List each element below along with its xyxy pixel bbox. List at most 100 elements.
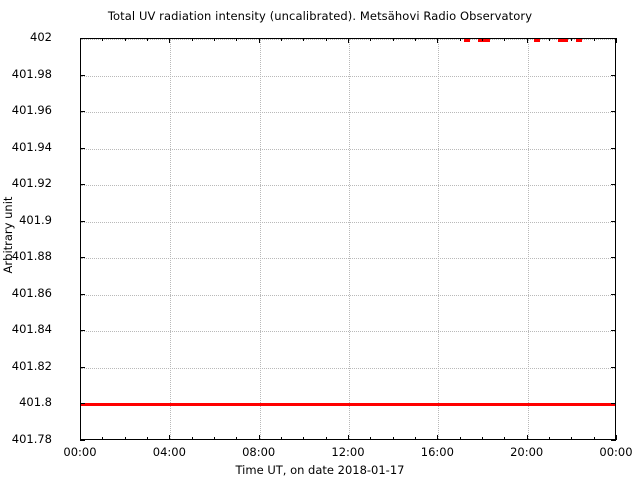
gridlines: [81, 39, 615, 439]
y-axis-tick: [80, 74, 85, 76]
x-axis-tick: [258, 435, 260, 440]
clipped-data-marker: [477, 39, 484, 42]
y-axis-tick-label: 401.82: [11, 358, 52, 373]
y-axis-tick: [611, 257, 616, 259]
y-axis-tick-label: 401.86: [11, 285, 52, 300]
y-axis-tick: [611, 111, 616, 113]
x-axis-minor-tick: [593, 437, 595, 440]
x-axis-tick: [616, 38, 617, 43]
gridline-horizontal: [81, 294, 615, 296]
x-axis-tick: [258, 38, 260, 43]
x-axis-tick: [80, 38, 81, 43]
x-axis-minor-tick: [147, 38, 148, 41]
x-axis-minor-tick: [124, 38, 126, 41]
gridline-vertical: [170, 39, 172, 439]
x-axis-minor-tick: [303, 437, 305, 440]
x-axis-minor-tick: [482, 437, 483, 440]
x-axis-tick: [348, 38, 349, 43]
x-axis-minor-tick: [571, 38, 573, 41]
x-axis-minor-tick: [482, 38, 483, 41]
clipped-data-marker: [558, 39, 565, 42]
gridline-horizontal: [81, 148, 615, 150]
y-axis-tick: [611, 403, 616, 405]
gridline-vertical: [527, 39, 529, 439]
y-axis-tick: [80, 38, 85, 39]
y-axis-tick: [611, 147, 616, 149]
clipped-data-marker: [484, 39, 491, 42]
y-axis-tick: [80, 330, 85, 332]
x-axis-minor-tick: [236, 38, 238, 41]
x-axis-minor-tick: [102, 38, 104, 41]
x-axis-minor-tick: [459, 437, 461, 440]
y-axis-tick-label: 401.94: [11, 139, 52, 154]
y-axis-tick: [80, 293, 85, 295]
y-axis-tick: [611, 440, 616, 441]
x-axis-tick: [437, 38, 439, 43]
x-axis-minor-tick: [325, 437, 327, 440]
x-axis-minor-tick: [549, 437, 550, 440]
gridline-horizontal: [81, 221, 615, 223]
y-axis-tick: [611, 38, 616, 39]
x-axis-tick: [526, 435, 528, 440]
y-axis-tick-label: 401.78: [11, 432, 52, 446]
gridline-vertical: [259, 39, 261, 439]
clipped-data-marker: [561, 39, 568, 42]
y-axis-tick: [80, 366, 85, 368]
y-axis-tick: [611, 330, 616, 332]
x-axis-minor-tick: [281, 437, 282, 440]
x-axis-minor-tick: [214, 38, 215, 41]
x-axis-minor-tick: [392, 437, 394, 440]
y-axis-tick-label: 401.84: [11, 322, 52, 337]
y-axis-tick-label: 401.92: [11, 176, 52, 191]
y-axis-tick: [611, 220, 616, 222]
plot-area: [80, 38, 616, 440]
y-axis-tick: [80, 111, 85, 113]
x-axis-minor-tick: [102, 437, 104, 440]
y-axis-tick-label: 401.8: [19, 395, 52, 410]
gridline-horizontal: [81, 75, 615, 77]
y-axis-tick-label: 401.9: [19, 212, 52, 227]
y-axis-tick: [611, 293, 616, 295]
x-axis-minor-tick: [214, 437, 215, 440]
x-axis-minor-tick: [191, 38, 193, 41]
gridline-horizontal: [81, 112, 615, 114]
chart-title: Total UV radiation intensity (uncalibrat…: [107, 9, 533, 23]
x-axis-minor-tick: [191, 437, 193, 440]
x-axis-minor-tick: [392, 38, 394, 41]
x-axis-tick-label: 12:00: [331, 445, 365, 459]
x-axis-minor-tick: [549, 38, 550, 41]
x-axis-minor-tick: [281, 38, 282, 41]
y-axis-tick-label: 402: [30, 30, 52, 44]
x-axis-minor-tick: [415, 38, 416, 41]
x-axis-minor-tick: [236, 437, 238, 440]
y-axis-tick: [80, 403, 85, 405]
x-axis-minor-tick: [593, 38, 595, 41]
x-axis-tick-label: 16:00: [420, 445, 454, 459]
gridline-vertical: [438, 39, 440, 439]
y-axis-title: Arbitrary unit: [1, 196, 15, 274]
y-axis-tick: [80, 257, 85, 259]
x-axis-tick-label: 00:00: [599, 445, 633, 459]
x-axis-tick-label: 08:00: [242, 445, 276, 459]
x-axis-tick: [169, 435, 171, 440]
x-axis-tick: [526, 38, 528, 43]
y-axis-tick: [80, 184, 85, 186]
x-axis-minor-tick: [124, 437, 126, 440]
x-axis-minor-tick: [370, 38, 372, 41]
y-axis-tick-label: 401.88: [11, 249, 52, 264]
x-axis-minor-tick: [504, 38, 506, 41]
x-axis-tick-label: 04:00: [152, 445, 186, 459]
x-axis-minor-tick: [504, 437, 506, 440]
clipped-data-marker: [533, 39, 540, 42]
x-axis-minor-tick: [415, 437, 416, 440]
x-axis-tick: [348, 435, 349, 440]
x-axis-tick: [169, 38, 171, 43]
x-axis-minor-tick: [571, 437, 573, 440]
y-axis-tick-label: 401.98: [11, 66, 52, 81]
x-axis-tick: [437, 435, 439, 440]
gridline-horizontal: [81, 258, 615, 260]
y-axis-tick: [611, 366, 616, 368]
clipped-data-marker: [464, 39, 471, 42]
clipped-data-marker: [576, 39, 583, 42]
